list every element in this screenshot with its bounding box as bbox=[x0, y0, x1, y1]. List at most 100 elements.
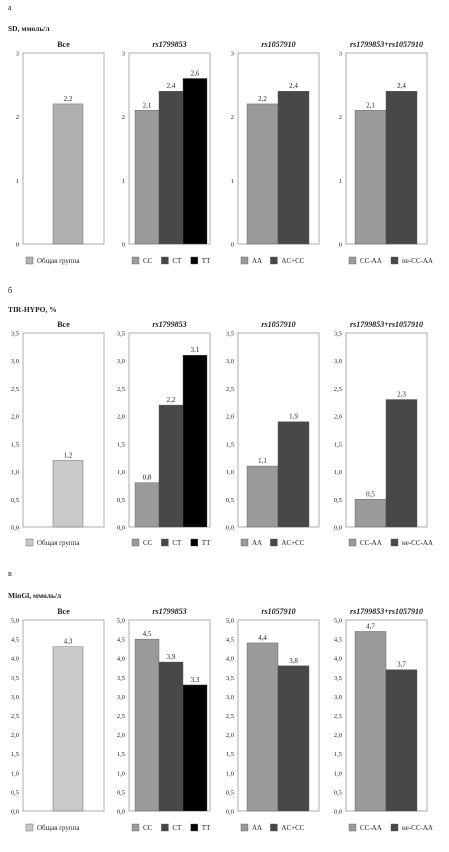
data-label: 2,6 bbox=[191, 69, 200, 77]
y-tick-label: 1,0 bbox=[117, 469, 125, 476]
y-tick-label: 0,0 bbox=[11, 525, 19, 532]
y-tick-label: 3,0 bbox=[11, 694, 19, 701]
bar bbox=[134, 638, 160, 812]
legend-label: TT bbox=[202, 539, 211, 547]
data-label: 3,7 bbox=[397, 661, 406, 669]
y-tick-label: 0,0 bbox=[117, 809, 125, 816]
y-tick-label: 3,5 bbox=[11, 675, 19, 682]
bar bbox=[158, 404, 184, 528]
legend-swatch bbox=[131, 256, 140, 265]
data-label: 2,4 bbox=[289, 82, 298, 90]
y-tick-label: 2,0 bbox=[11, 414, 19, 421]
y-tick-label: 0,0 bbox=[334, 525, 342, 532]
subplot-title: Все bbox=[57, 320, 70, 329]
data-label: 4,3 bbox=[64, 638, 73, 646]
y-tick-label: 1 bbox=[231, 178, 234, 185]
legend-label: CT bbox=[172, 539, 182, 547]
y-tick-label: 3,0 bbox=[334, 358, 342, 365]
data-label: 3,3 bbox=[191, 676, 200, 684]
legend-label: Общая группа bbox=[37, 539, 80, 547]
y-tick-label: 4,5 bbox=[117, 637, 125, 644]
legend-label: CC bbox=[143, 257, 153, 265]
legend-label: CC-AA bbox=[360, 539, 382, 547]
data-label: 2,2 bbox=[258, 95, 267, 103]
legend-label: AC+CC bbox=[281, 824, 304, 832]
y-tick-label: 4,5 bbox=[334, 637, 342, 644]
legend-swatch bbox=[25, 823, 34, 832]
y-tick-label: 3,0 bbox=[117, 694, 125, 701]
y-tick-label: 0,5 bbox=[11, 789, 19, 796]
legend-swatch bbox=[270, 538, 278, 547]
y-tick-label: 2,0 bbox=[334, 414, 342, 421]
legend-swatch bbox=[25, 538, 34, 547]
data-label: 4,5 bbox=[143, 630, 152, 638]
y-tick-label: 5,0 bbox=[11, 618, 19, 625]
y-tick-label: 1,5 bbox=[226, 441, 234, 448]
bar bbox=[385, 90, 418, 245]
subplot-title: rs1057910 bbox=[261, 607, 295, 616]
y-tick-label: 3,5 bbox=[334, 675, 342, 682]
legend-swatch bbox=[348, 538, 357, 547]
legend-swatch bbox=[190, 538, 199, 547]
legend-label: CT bbox=[172, 257, 182, 265]
y-tick-label: 1,0 bbox=[334, 469, 342, 476]
legend-swatch bbox=[390, 823, 399, 832]
bar bbox=[354, 110, 387, 245]
legend-label: CC bbox=[143, 824, 153, 832]
subplot-title: rs1799853+rs1057910 bbox=[350, 607, 423, 616]
y-tick-label: 0,0 bbox=[226, 809, 234, 816]
data-label: 4,4 bbox=[258, 634, 267, 642]
y-tick-label: 4,5 bbox=[226, 637, 234, 644]
y-tick-label: 0 bbox=[231, 242, 234, 249]
bar bbox=[354, 499, 387, 528]
y-tick-label: 2,5 bbox=[117, 713, 125, 720]
legend-swatch bbox=[240, 538, 249, 547]
data-label: 1,9 bbox=[289, 413, 298, 421]
subplot-title: rs1799853+rs1057910 bbox=[350, 40, 423, 49]
y-tick-label: 2,5 bbox=[117, 386, 125, 393]
y-tick-label: 3,5 bbox=[117, 331, 125, 338]
bar bbox=[158, 661, 184, 812]
panel-label: в bbox=[8, 569, 12, 578]
y-tick-label: 2 bbox=[339, 114, 342, 121]
legend-label: TT bbox=[202, 257, 211, 265]
bar bbox=[182, 78, 208, 245]
y-tick-label: 2,5 bbox=[226, 386, 234, 393]
y-tick-label: 1,5 bbox=[11, 441, 19, 448]
legend-label: Общая группа bbox=[37, 824, 80, 832]
y-tick-label: 0,0 bbox=[117, 525, 125, 532]
y-tick-label: 0,5 bbox=[117, 789, 125, 796]
y-tick-label: 3,5 bbox=[226, 331, 234, 338]
y-tick-label: 1,0 bbox=[226, 469, 234, 476]
y-tick-label: 1,5 bbox=[117, 751, 125, 758]
data-label: 0,5 bbox=[366, 490, 375, 498]
chart-title: SD, ммоль/л bbox=[8, 24, 50, 33]
panel-label: б bbox=[8, 286, 12, 295]
subplot-title: Все bbox=[57, 607, 70, 616]
bar bbox=[246, 465, 279, 528]
y-tick-label: 1,0 bbox=[226, 770, 234, 777]
data-label: 3,8 bbox=[289, 657, 298, 665]
bar bbox=[354, 631, 387, 812]
bar bbox=[134, 110, 160, 245]
legend-swatch bbox=[240, 256, 249, 265]
y-tick-label: 1 bbox=[16, 178, 19, 185]
legend-swatch bbox=[161, 256, 169, 265]
y-tick-label: 0,5 bbox=[334, 497, 342, 504]
y-tick-label: 0,5 bbox=[117, 497, 125, 504]
y-tick-label: 2,0 bbox=[117, 414, 125, 421]
y-tick-label: 3,5 bbox=[334, 331, 342, 338]
subplot-title: rs1799853+rs1057910 bbox=[350, 320, 423, 329]
bar bbox=[182, 684, 208, 812]
legend-swatch bbox=[270, 823, 278, 832]
y-tick-label: 0 bbox=[16, 242, 19, 249]
subplot-title: rs1799853 bbox=[152, 607, 186, 616]
legend-swatch bbox=[25, 256, 34, 265]
y-tick-label: 1,0 bbox=[334, 770, 342, 777]
data-label: 2,4 bbox=[167, 82, 176, 90]
legend-swatch bbox=[190, 256, 199, 265]
legend-label: TT bbox=[202, 824, 211, 832]
y-tick-label: 0 bbox=[339, 242, 342, 249]
y-tick-label: 2,5 bbox=[11, 713, 19, 720]
y-tick-label: 2,0 bbox=[117, 732, 125, 739]
